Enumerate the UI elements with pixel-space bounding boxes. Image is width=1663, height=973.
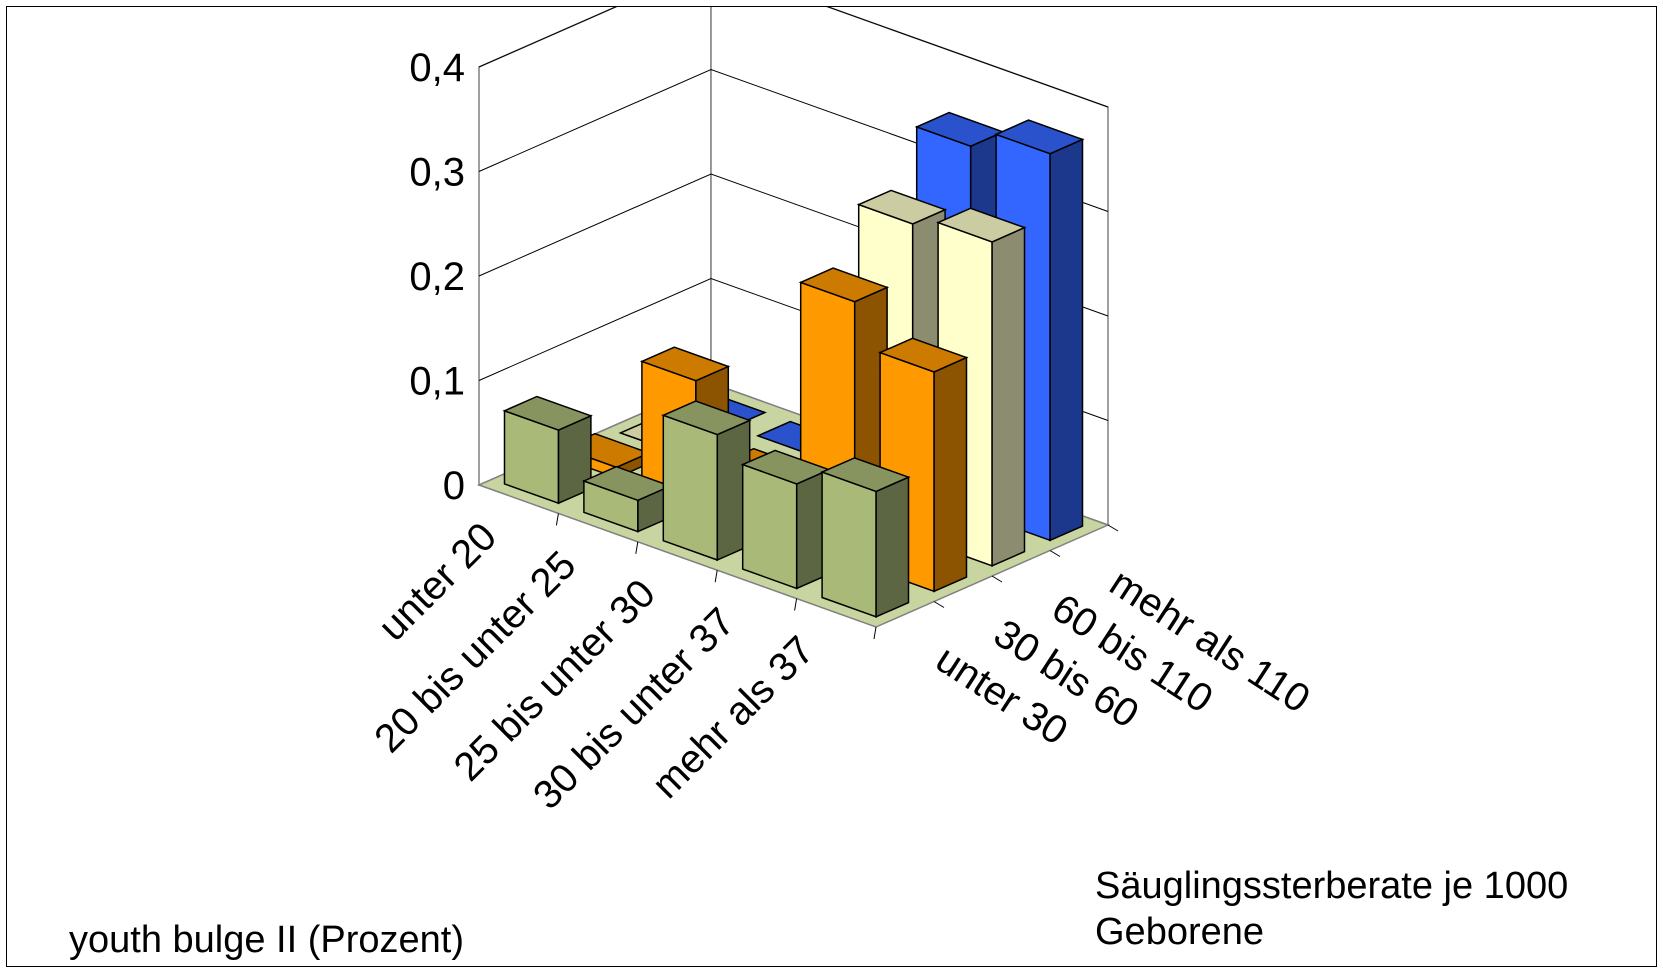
bar-unter-30-3 xyxy=(661,400,752,562)
z-tick xyxy=(1107,524,1119,532)
bar-front xyxy=(741,463,798,590)
y-tick-label: 0 xyxy=(443,464,465,508)
chart-frame: 0 0,1 0,2 0,3 0,4 unter 20 20 bis unter 25 25 … xyxy=(6,6,1657,967)
y-tick-label: 0,3 xyxy=(409,151,465,195)
bar-front xyxy=(662,414,719,562)
z-tick xyxy=(1049,550,1061,557)
bar-top xyxy=(820,457,911,493)
bar-top xyxy=(856,189,948,225)
bar-front xyxy=(821,471,877,618)
x-tick xyxy=(555,513,559,526)
bar-top xyxy=(502,395,593,431)
bar-side xyxy=(875,476,910,618)
bar-unter-30-4 xyxy=(740,449,832,590)
y-axis-ticks: 0 0,1 0,2 0,3 0,4 xyxy=(409,46,465,508)
bar-top xyxy=(798,267,890,303)
bar-unter-30-1 xyxy=(502,395,593,505)
z-axis-title: Säuglingssterberate je 1000 Geborene xyxy=(1095,865,1569,953)
x-tick xyxy=(873,626,877,640)
chart-bars xyxy=(502,111,1085,618)
bar-unter-30-2 xyxy=(581,465,673,533)
x-tick xyxy=(714,570,718,583)
y-tick-label: 0,1 xyxy=(409,360,465,404)
gridline xyxy=(478,7,1109,108)
y-axis-title: youth bulge II (Prozent) xyxy=(69,919,464,961)
bar-top xyxy=(639,346,731,382)
x-tick xyxy=(794,598,798,611)
bar-side xyxy=(991,226,1026,567)
bar-side xyxy=(933,356,968,593)
bar-unter-30-5 xyxy=(820,457,911,618)
bar-top xyxy=(994,119,1085,155)
bar-top xyxy=(878,337,969,373)
y-tick-label: 0,2 xyxy=(409,255,465,299)
x-tick xyxy=(635,541,639,554)
bar-top xyxy=(936,207,1027,243)
y-tick-label: 0,4 xyxy=(409,46,465,90)
z-tick xyxy=(933,601,945,608)
bar-top xyxy=(661,400,752,436)
bar-side xyxy=(1049,138,1084,542)
z-tick xyxy=(991,575,1003,583)
